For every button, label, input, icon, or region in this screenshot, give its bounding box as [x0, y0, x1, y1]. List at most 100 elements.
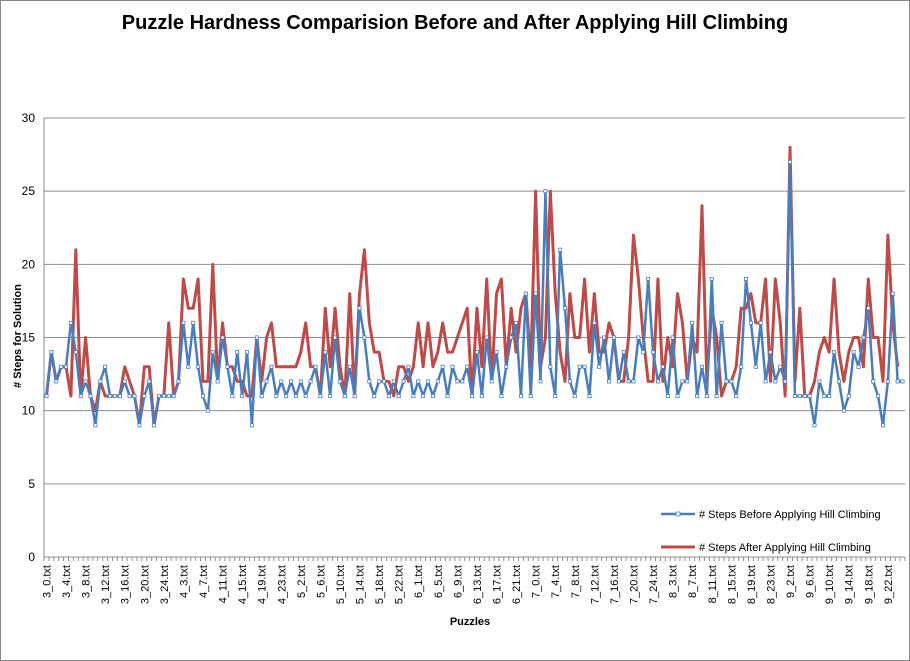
x-tick-labels: 3_0.txt 3_4.txt 3_8.txt 3_12.txt 3_16.txt 3_2… [41, 565, 894, 604]
data-point-marker [871, 379, 876, 384]
data-point-marker [528, 394, 533, 399]
data-point-marker [695, 394, 700, 399]
data-point-marker [352, 394, 357, 399]
x-tick-label: 5_14.txt [355, 565, 367, 604]
data-point-marker [827, 394, 832, 399]
data-point-marker [78, 394, 83, 399]
data-point-marker [279, 379, 284, 384]
series-line [45, 160, 903, 427]
data-point-marker [112, 394, 117, 399]
data-point-marker [768, 350, 773, 355]
y-tick-label: 0 [28, 550, 35, 564]
data-point-marker [445, 394, 450, 399]
x-tick-label: 5_18.txt [374, 565, 386, 604]
data-point-marker [758, 320, 763, 325]
data-point-marker [381, 379, 386, 384]
data-point-marker [181, 320, 186, 325]
data-point-marker [607, 379, 612, 384]
x-tick-label: 6_9.txt [452, 565, 464, 598]
data-point-marker [690, 320, 695, 325]
data-point-marker [504, 364, 509, 369]
data-point-marker [841, 408, 846, 413]
data-point-marker [797, 394, 802, 399]
axes [43, 118, 906, 561]
data-point-marker [846, 394, 851, 399]
data-point-marker [587, 394, 592, 399]
x-tick-label: 8_15.txt [726, 565, 738, 604]
x-tick-label: 8_11.txt [707, 565, 719, 603]
data-point-marker [171, 394, 176, 399]
data-point-marker [357, 306, 362, 311]
data-point-marker [254, 335, 259, 340]
y-tick-label: 25 [22, 184, 36, 198]
data-point-marker [866, 306, 871, 311]
data-point-marker [284, 394, 289, 399]
x-tick-label: 3_12.txt [100, 565, 112, 604]
data-point-marker [773, 379, 778, 384]
data-point-marker [411, 394, 416, 399]
data-point-marker [49, 350, 54, 355]
data-point-marker [739, 364, 744, 369]
x-tick-label: 3_4.txt [61, 565, 73, 598]
data-point-marker [416, 379, 421, 384]
data-point-marker [88, 394, 93, 399]
data-point-marker [577, 364, 582, 369]
x-tick-label: 7_0.txt [531, 565, 543, 598]
data-point-marker [744, 276, 749, 281]
x-tick-label: 6_5.txt [433, 565, 445, 598]
data-point-marker [651, 350, 656, 355]
data-point-marker [876, 394, 881, 399]
data-point-marker [489, 379, 494, 384]
series-lines [44, 145, 903, 427]
data-point-marker [289, 379, 294, 384]
x-tick-label: 6_1.txt [413, 565, 425, 598]
data-point-marker [205, 408, 210, 413]
x-tick-label: 8_3.txt [668, 565, 680, 598]
data-point-marker [318, 394, 323, 399]
legend-marker [675, 511, 681, 517]
x-tick-label: 5_2.txt [296, 565, 308, 598]
data-point-marker [186, 364, 191, 369]
data-point-marker [880, 423, 885, 428]
data-point-marker [514, 320, 519, 325]
data-point-marker [406, 364, 411, 369]
x-tick-label: 4_19.txt [257, 565, 269, 604]
data-point-marker [293, 394, 298, 399]
x-tick-label: 6_21.txt [511, 565, 523, 604]
data-point-marker [137, 423, 142, 428]
data-point-marker [523, 291, 528, 296]
data-point-marker [298, 379, 303, 384]
data-point-marker [729, 379, 734, 384]
data-point-marker [430, 394, 435, 399]
x-tick-label: 9_6.txt [805, 565, 817, 598]
data-point-marker [103, 364, 108, 369]
data-point-marker [548, 364, 553, 369]
data-point-marker [68, 320, 73, 325]
data-point-marker [455, 379, 460, 384]
chart-title: Puzzle Hardness Comparision Before and A… [121, 12, 789, 34]
data-point-marker [685, 379, 690, 384]
y-tick-label: 10 [22, 404, 36, 418]
data-point-marker [377, 379, 382, 384]
data-point-marker [93, 423, 98, 428]
x-tick-label: 5_22.txt [394, 565, 406, 604]
x-tick-label: 9_2.txt [785, 565, 797, 598]
data-point-marker [494, 350, 499, 355]
data-point-marker [890, 291, 895, 296]
data-point-marker [895, 379, 900, 384]
data-point-marker [147, 379, 152, 384]
data-point-marker [372, 394, 377, 399]
gridlines [44, 117, 905, 485]
data-point-marker [156, 394, 161, 399]
x-tick-label: 3_0.txt [41, 565, 53, 598]
x-tick-label: 9_18.txt [863, 565, 875, 604]
x-tick-label: 4_11.txt [218, 565, 230, 603]
data-point-marker [64, 364, 69, 369]
x-tick-label: 4_3.txt [178, 565, 190, 598]
data-point-marker [235, 350, 240, 355]
data-point-marker [54, 379, 59, 384]
x-tick-label: 7_20.txt [628, 565, 640, 604]
x-tick-label: 7_16.txt [609, 565, 621, 604]
